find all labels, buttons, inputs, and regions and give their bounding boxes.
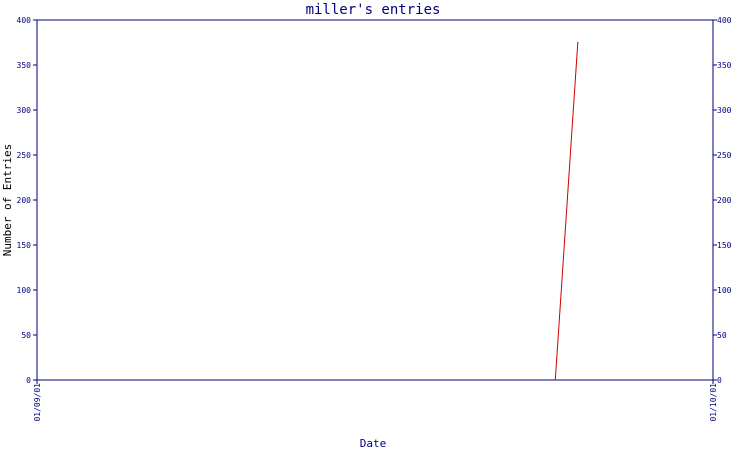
series-point	[577, 41, 579, 44]
x-tick-label: 01/10/01	[709, 383, 718, 422]
x-axis-label: Date	[360, 437, 387, 450]
y-tick-label-left: 0	[26, 376, 31, 385]
y-tick-label-right: 0	[717, 376, 722, 385]
y-tick-label-left: 400	[17, 16, 32, 25]
y-tick-label-left: 50	[21, 331, 31, 340]
series-line	[554, 42, 579, 381]
y-tick-label-right: 350	[717, 61, 732, 70]
y-tick-label-right: 250	[717, 151, 732, 160]
y-tick-label-left: 150	[17, 241, 32, 250]
y-axis-label: Number of Entries	[1, 144, 14, 257]
y-tick-label-right: 300	[717, 106, 732, 115]
x-tick-label: 01/09/01	[33, 383, 42, 422]
y-tick-label-right: 100	[717, 286, 732, 295]
series-layer	[554, 41, 579, 381]
plot-area-frame	[36, 19, 714, 381]
y-tick-label-left: 100	[17, 286, 32, 295]
y-tick-label-right: 400	[717, 16, 732, 25]
y-tick-label-left: 200	[17, 196, 32, 205]
x-axis: 01/09/01 01/10/01	[33, 380, 718, 422]
y-tick-label-right: 150	[717, 241, 732, 250]
series-point	[554, 379, 556, 381]
y-axis-left: 0 50 100 150 200 250 300 350 400	[17, 16, 37, 385]
y-tick-label-left: 300	[17, 106, 32, 115]
y-tick-label-left: 250	[17, 151, 32, 160]
y-tick-label-right: 50	[717, 331, 727, 340]
y-axis-right: 0 50 100 150 200 250 300 350 400	[713, 16, 732, 385]
chart-title: miller's entries	[306, 2, 441, 18]
y-tick-label-right: 200	[717, 196, 732, 205]
y-tick-label-left: 350	[17, 61, 32, 70]
